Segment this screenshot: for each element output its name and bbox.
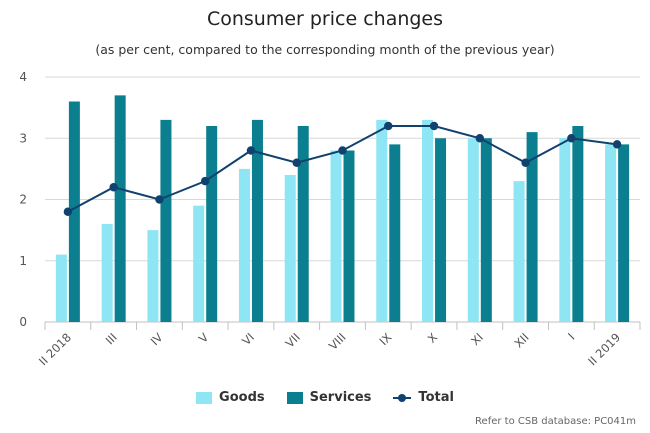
bar-goods xyxy=(467,138,479,322)
bar-services xyxy=(68,101,80,322)
x-tick-label: VIII xyxy=(326,330,349,353)
legend-label-services: Services xyxy=(309,390,372,405)
bar-goods xyxy=(55,254,67,322)
point-total xyxy=(109,183,118,192)
bar-goods xyxy=(193,205,205,322)
bar-services xyxy=(389,144,401,322)
legend-label-goods: Goods xyxy=(219,390,265,405)
bar-services xyxy=(618,144,630,322)
point-total xyxy=(292,158,301,167)
bar-services xyxy=(343,150,355,322)
bar-goods xyxy=(422,119,434,322)
x-tick-label: V xyxy=(196,330,212,346)
point-total xyxy=(200,176,210,186)
y-tick-label: 3 xyxy=(19,131,27,145)
legend-swatch-total xyxy=(393,392,412,404)
bar-goods xyxy=(330,150,342,322)
y-tick-label: 4 xyxy=(19,70,27,84)
bar-goods xyxy=(238,168,250,322)
chart-subtitle: (as per cent, compared to the correspond… xyxy=(95,42,555,57)
bar-services xyxy=(160,119,172,322)
point-total xyxy=(155,195,164,204)
x-tick-label: II 2019 xyxy=(585,330,623,368)
legend-label-total: Total xyxy=(418,390,454,405)
bar-services xyxy=(297,126,309,322)
bar-goods xyxy=(513,181,525,322)
x-tick-label: VI xyxy=(239,330,257,348)
point-total xyxy=(567,134,576,143)
x-tick-label: XII xyxy=(511,330,531,350)
x-tick-label: VII xyxy=(283,330,303,350)
credit-link[interactable]: Refer to CSB database: PC041m xyxy=(475,416,636,427)
point-total xyxy=(612,140,622,149)
bar-services xyxy=(251,119,263,322)
x-tick-label: III xyxy=(103,330,120,347)
point-total xyxy=(384,121,393,131)
x-tick-label: X xyxy=(425,330,441,346)
bar-services xyxy=(480,138,492,322)
chart-title: Consumer price changes xyxy=(206,8,444,30)
y-tick-label: 0 xyxy=(19,315,27,329)
chart-legend: Goods Services Total xyxy=(0,390,650,405)
bar-goods xyxy=(376,119,388,322)
y-tick-label: 1 xyxy=(19,254,27,268)
bar-services xyxy=(206,126,218,322)
point-total xyxy=(63,207,73,216)
legend-item-goods[interactable]: Goods xyxy=(196,390,265,405)
point-total xyxy=(246,146,256,155)
bar-goods xyxy=(559,138,571,322)
point-total xyxy=(429,121,439,131)
x-tick-label: I xyxy=(565,330,577,342)
x-tick-label: IX xyxy=(377,330,395,348)
legend-item-services[interactable]: Services xyxy=(286,390,372,405)
point-total xyxy=(338,146,347,155)
legend-item-total[interactable]: Total xyxy=(393,390,454,405)
point-total xyxy=(521,158,530,167)
legend-swatch-services xyxy=(286,391,303,404)
x-tick-label: II 2018 xyxy=(36,330,74,368)
x-tick-label: XI xyxy=(468,330,486,348)
bar-goods xyxy=(284,175,296,322)
bar-goods xyxy=(101,224,113,322)
y-tick-label: 2 xyxy=(19,193,27,207)
bar-goods xyxy=(147,230,159,322)
point-total xyxy=(475,134,485,143)
bar-services xyxy=(572,126,584,322)
bar-services xyxy=(435,138,447,322)
legend-swatch-goods xyxy=(196,391,213,404)
bar-services xyxy=(526,132,538,322)
bar-services xyxy=(114,95,126,322)
x-tick-label: IV xyxy=(148,330,166,348)
bar-goods xyxy=(605,144,617,322)
